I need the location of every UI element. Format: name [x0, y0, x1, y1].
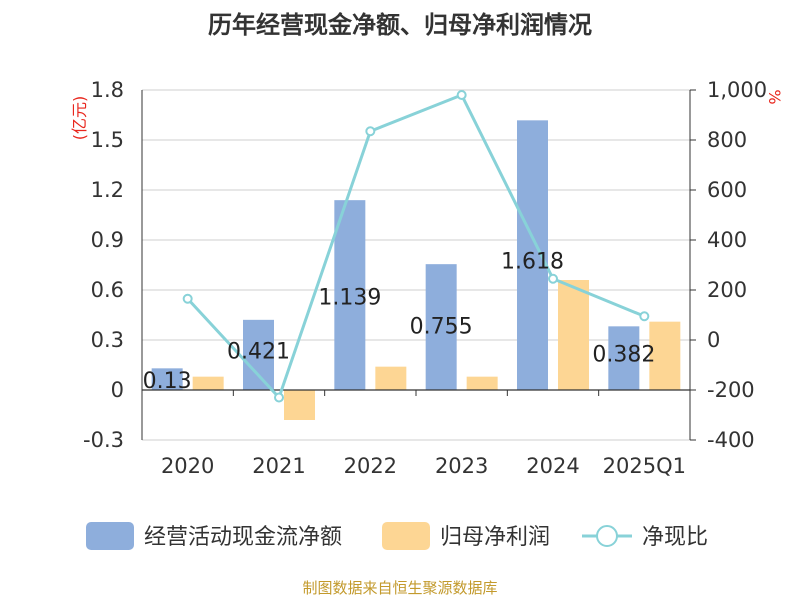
- y-left-tick-label: 0.9: [91, 228, 124, 252]
- source-note: 制图数据来自恒生聚源数据库: [302, 579, 497, 597]
- grid-lines: [142, 89, 690, 441]
- profit-bar: [284, 390, 315, 420]
- cashflow-bar: [425, 264, 457, 390]
- y-left-tick-label: -0.3: [83, 428, 124, 452]
- y-left-tick-label: 0.6: [91, 278, 124, 302]
- cashflow-data-label: 1.139: [318, 286, 381, 311]
- profit-bar: [192, 376, 224, 390]
- cashflow-data-label: 0.13: [143, 369, 192, 394]
- y-right-tick-label: 400: [707, 228, 747, 252]
- cashflow-bar: [608, 326, 640, 390]
- legend-ratio-label: 净现比: [642, 525, 708, 550]
- legend: 经营活动现金流净额 归母净利润 净现比: [86, 522, 708, 550]
- profit-bar: [558, 280, 589, 390]
- ratio-line-layer: [182, 90, 650, 403]
- chart-title: 历年经营现金净额、归母净利润情况: [208, 11, 592, 39]
- x-tick-label: 2024: [526, 454, 579, 478]
- y-right-tick-label: 1,000: [707, 78, 767, 102]
- profit-bar: [375, 366, 407, 390]
- y-left-tick-label: 1.2: [91, 178, 124, 202]
- x-tick-label: 2021: [252, 454, 305, 478]
- y-left-unit: (亿元): [70, 96, 89, 141]
- x-tick-label: 2025Q1: [603, 454, 686, 478]
- y-right-unit: %: [765, 89, 784, 104]
- y-right-tick-label: -400: [707, 428, 755, 452]
- legend-profit-label: 归母净利润: [440, 525, 550, 550]
- ratio-point: [182, 293, 193, 304]
- cashflow-data-label: 0.382: [592, 342, 655, 367]
- ratio-point: [639, 311, 650, 322]
- x-tick-label: 2022: [344, 454, 397, 478]
- y-right-tick-label: 800: [707, 128, 747, 152]
- cashflow-bar: [243, 319, 274, 390]
- axes: -0.3 0 0.3 0.6 0.9 1.2 1.5 1.8 -400 -200 0 200 400 60…: [70, 78, 784, 478]
- y-right-tick-label: -200: [707, 378, 755, 402]
- data-labels: 0.13 0.421 1.139 0.755 1.618 0.382: [143, 250, 656, 394]
- legend-ratio-marker: [596, 525, 618, 547]
- profit-bar: [466, 376, 498, 390]
- y-left-tick-label: 0: [111, 378, 124, 402]
- legend-cashflow-label: 经营活动现金流净额: [144, 525, 342, 550]
- cashflow-bar: [151, 368, 183, 390]
- ratio-point: [548, 273, 558, 284]
- ratio-point: [456, 90, 467, 100]
- x-tick-label: 2020: [161, 454, 214, 478]
- y-left-tick-label: 0.3: [91, 328, 124, 352]
- y-left-tick-label: 1.5: [91, 128, 124, 152]
- x-tick-label: 2023: [435, 454, 488, 478]
- cashflow-data-label: 0.421: [227, 339, 290, 364]
- legend-profit-swatch: [382, 522, 430, 550]
- ratio-point: [365, 126, 376, 137]
- y-left-tick-label: 1.8: [91, 78, 124, 102]
- legend-cashflow-swatch: [86, 522, 134, 550]
- y-right-tick-label: 0: [707, 328, 720, 352]
- ratio-line: [186, 93, 645, 401]
- cashflow-data-label: 0.755: [410, 314, 473, 339]
- profit-bar: [649, 321, 681, 390]
- bars: [151, 120, 681, 420]
- y-right-tick-label: 600: [707, 178, 747, 202]
- cashflow-data-label: 1.618: [501, 250, 564, 275]
- ratio-point: [274, 392, 284, 403]
- y-right-tick-label: 200: [707, 278, 747, 302]
- cashflow-bar: [334, 200, 366, 390]
